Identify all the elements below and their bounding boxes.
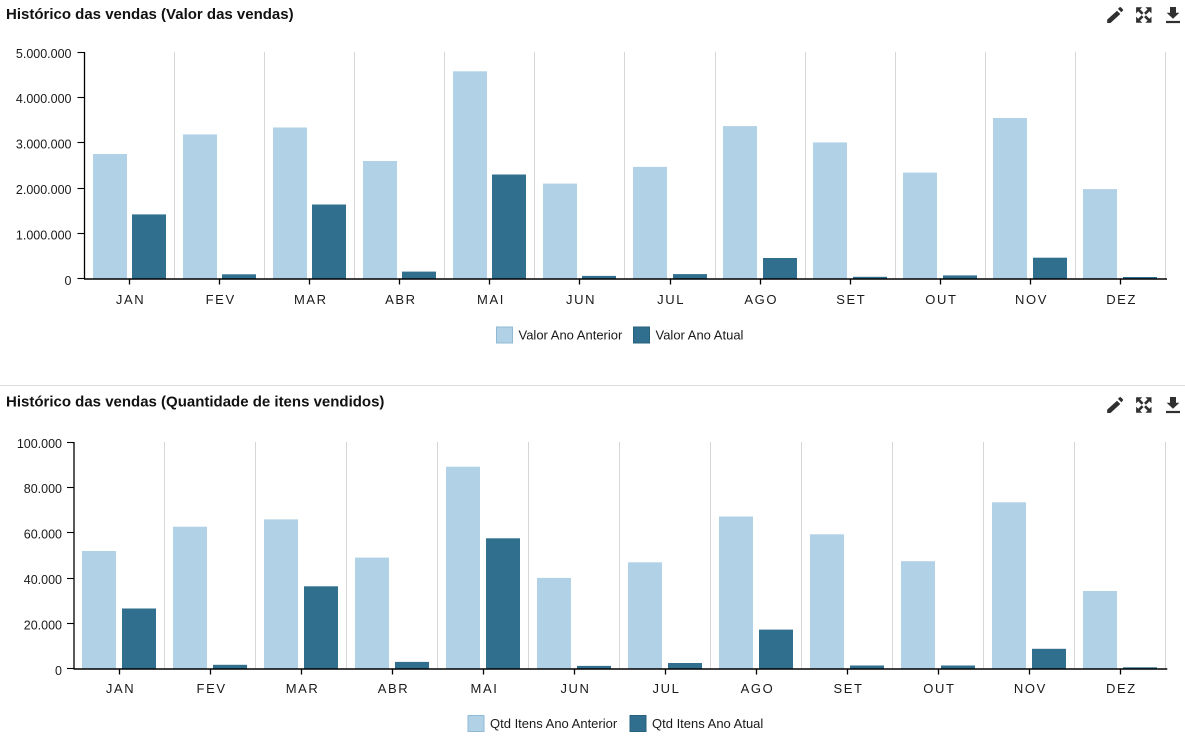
svg-text:5.000.000: 5.000.000	[16, 47, 72, 61]
svg-text:Histórico das vendas (Quantida: Histórico das vendas (Quantidade de iten…	[6, 394, 384, 411]
svg-text:JAN: JAN	[106, 681, 135, 696]
svg-text:0: 0	[65, 274, 72, 288]
svg-text:NOV: NOV	[1015, 292, 1048, 307]
svg-text:1.000.000: 1.000.000	[16, 228, 72, 242]
svg-text:100.000: 100.000	[17, 437, 62, 451]
svg-text:MAR: MAR	[294, 292, 328, 307]
svg-text:JUL: JUL	[653, 681, 681, 696]
svg-text:DEZ: DEZ	[1106, 292, 1137, 307]
svg-text:3.000.000: 3.000.000	[16, 138, 72, 152]
svg-text:MAI: MAI	[471, 681, 499, 696]
svg-text:AGO: AGO	[744, 292, 778, 307]
svg-text:JUN: JUN	[560, 681, 590, 696]
svg-text:FEV: FEV	[197, 681, 227, 696]
svg-text:ABR: ABR	[385, 292, 417, 307]
svg-text:0: 0	[55, 664, 62, 678]
svg-text:NOV: NOV	[1014, 681, 1047, 696]
svg-text:SET: SET	[833, 681, 863, 696]
svg-text:AGO: AGO	[741, 681, 775, 696]
svg-text:Valor Ano Anterior: Valor Ano Anterior	[519, 328, 623, 343]
svg-text:2.000.000: 2.000.000	[16, 183, 72, 197]
svg-text:OUT: OUT	[925, 292, 957, 307]
svg-text:SET: SET	[836, 292, 866, 307]
svg-text:4.000.000: 4.000.000	[16, 92, 72, 106]
svg-text:20.000: 20.000	[24, 618, 62, 632]
svg-text:Histórico das vendas (Valor da: Histórico das vendas (Valor das vendas)	[6, 6, 294, 23]
svg-text:MAR: MAR	[286, 681, 320, 696]
svg-text:Valor Ano Atual: Valor Ano Atual	[656, 328, 744, 343]
svg-text:OUT: OUT	[923, 681, 955, 696]
svg-text:60.000: 60.000	[24, 528, 62, 542]
svg-text:JUN: JUN	[566, 292, 596, 307]
svg-text:JAN: JAN	[116, 292, 145, 307]
svg-text:Qtd Itens Ano Atual: Qtd Itens Ano Atual	[652, 716, 763, 731]
svg-text:MAI: MAI	[477, 292, 505, 307]
svg-text:ABR: ABR	[378, 681, 410, 696]
svg-text:JUL: JUL	[657, 292, 685, 307]
svg-text:80.000: 80.000	[24, 482, 62, 496]
svg-text:DEZ: DEZ	[1106, 681, 1137, 696]
svg-text:Qtd Itens Ano Anterior: Qtd Itens Ano Anterior	[490, 716, 618, 731]
svg-text:FEV: FEV	[206, 292, 236, 307]
svg-text:40.000: 40.000	[24, 573, 62, 587]
